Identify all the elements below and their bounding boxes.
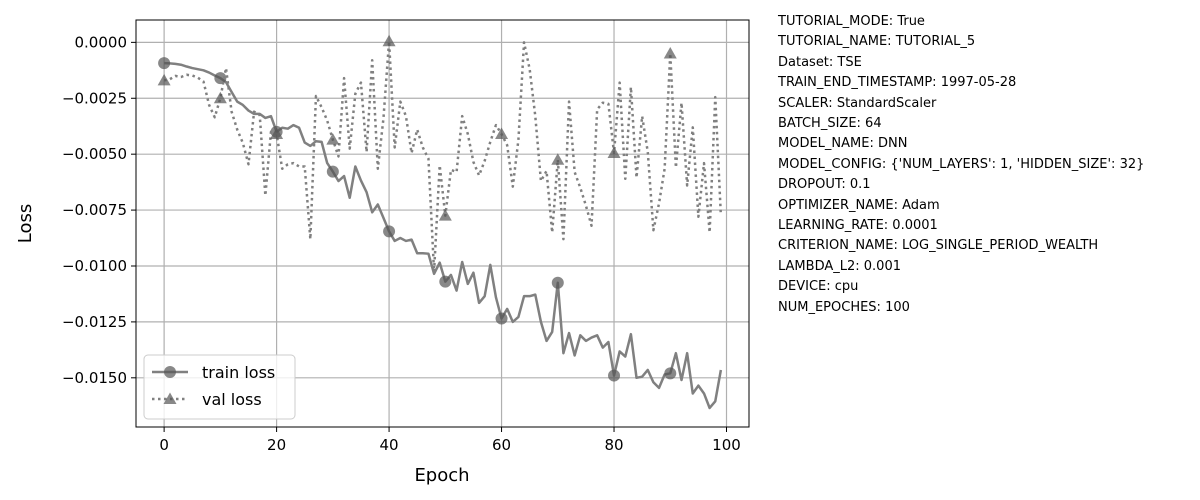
train-loss-marker — [158, 57, 171, 70]
config-line: OPTIMIZER_NAME: Adam — [778, 197, 940, 213]
ticks-layer: 0 20 40 60 80 100 0.0000 −0.0025 −0.0050 −0.0075 −… — [62, 33, 741, 454]
config-line: TUTORIAL_NAME: TUTORIAL_5 — [778, 34, 976, 50]
y-tick-label: −0.0100 — [62, 257, 127, 275]
legend-val-marker — [163, 392, 177, 404]
config-line: DEVICE: cpu — [778, 279, 859, 295]
plot-frame — [135, 19, 750, 428]
train-loss-marker — [214, 72, 227, 85]
legend: train loss val loss — [143, 354, 296, 420]
x-tick-label: 20 — [267, 436, 286, 454]
config-line: MODEL_NAME: DNN — [778, 136, 908, 152]
config-line: LAMBDA_L2: 0.001 — [778, 258, 901, 274]
val-loss-marker — [382, 34, 396, 47]
config-line: NUM_EPOCHES: 100 — [778, 299, 910, 315]
y-tick-label: −0.0125 — [62, 313, 127, 331]
train-loss-marker — [664, 367, 677, 380]
loss-chart: 0 20 40 60 80 100 0.0000 −0.0025 −0.0050 −0.0075 −… — [15, 19, 750, 486]
config-line: BATCH_SIZE: 64 — [778, 116, 882, 132]
train-loss-marker — [608, 369, 621, 382]
x-tick-label: 40 — [380, 436, 399, 454]
train-loss-marker — [383, 225, 396, 238]
legend-train-marker — [164, 366, 176, 378]
grid — [136, 20, 749, 427]
val-loss-marker — [551, 153, 565, 165]
x-axis-label: Epoch — [414, 465, 469, 486]
train-loss-marker — [495, 312, 508, 325]
y-tick-label: −0.0150 — [62, 369, 127, 387]
val-loss-marker — [495, 127, 509, 140]
train-loss-marker — [439, 275, 452, 288]
config-line: Dataset: TSE — [778, 54, 862, 70]
train-loss-line — [164, 61, 723, 410]
x-tick-label: 100 — [712, 436, 741, 454]
val-loss-marker — [607, 146, 621, 159]
val-loss-line — [163, 39, 723, 273]
legend-train-label: train loss — [202, 363, 275, 382]
run-config-list: TUTORIAL_MODE: True TUTORIAL_NAME: TUTOR… — [778, 12, 1144, 318]
y-tick-label: −0.0075 — [62, 201, 127, 219]
y-tick-label: 0.0000 — [75, 33, 128, 51]
y-axis-label: Loss — [15, 204, 36, 243]
series-layer — [157, 34, 723, 410]
legend-val-label: val loss — [202, 390, 262, 409]
x-tick-label: 80 — [604, 436, 623, 454]
val-loss-marker — [438, 209, 452, 221]
y-tick-label: −0.0050 — [62, 145, 127, 163]
config-line: CRITERION_NAME: LOG_SINGLE_PERIOD_WEALTH — [778, 238, 1099, 254]
config-line: DROPOUT: 0.1 — [778, 177, 871, 193]
config-line: TUTORIAL_MODE: True — [778, 14, 925, 29]
config-line: TRAIN_END_TIMESTAMP: 1997-05-28 — [778, 75, 1017, 91]
config-line: SCALER: StandardScaler — [778, 95, 937, 111]
train-loss-marker — [551, 276, 564, 289]
x-tick-label: 0 — [159, 436, 169, 454]
x-tick-label: 60 — [492, 436, 511, 454]
val-loss-marker — [213, 91, 227, 104]
y-tick-label: −0.0025 — [62, 89, 127, 107]
val-loss-marker — [270, 127, 284, 140]
config-line: LEARNING_RATE: 0.0001 — [778, 218, 938, 234]
val-loss-marker — [663, 47, 677, 59]
train-loss-marker — [326, 165, 339, 178]
val-loss-marker — [326, 133, 340, 145]
config-line: MODEL_CONFIG: {'NUM_LAYERS': 1, 'HIDDEN_… — [778, 156, 1145, 172]
val-loss-marker — [157, 73, 171, 86]
